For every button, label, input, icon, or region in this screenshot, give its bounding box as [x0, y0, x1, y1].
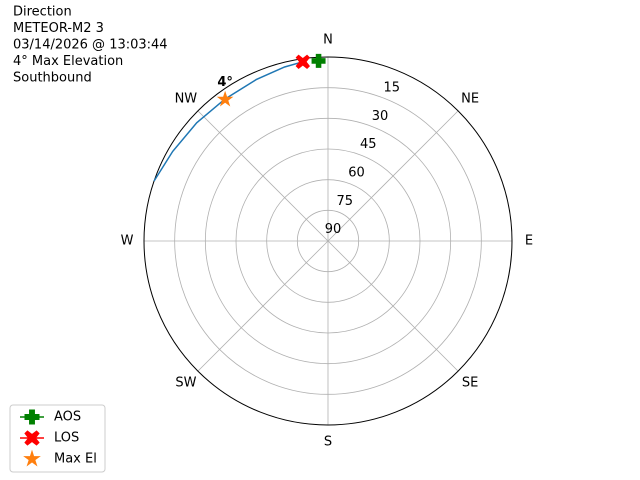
marker — [216, 90, 234, 107]
radial-tick-label: 60 — [348, 165, 365, 180]
title-line: Southbound — [13, 71, 92, 86]
angle-tick-label: NW — [175, 91, 198, 106]
annotation: 4° — [217, 75, 233, 90]
radial-grid-circle — [204, 117, 452, 365]
angle-tick-label: W — [121, 234, 134, 249]
legend-label: AOS — [54, 410, 81, 425]
radial-grid-circle — [174, 87, 482, 395]
radial-grid-circle — [296, 209, 360, 273]
title-line: METEOR-M2 3 — [13, 21, 104, 36]
legend-label: LOS — [54, 431, 79, 446]
marker — [311, 53, 326, 68]
legend-marker — [23, 449, 41, 467]
title-line: Direction — [13, 5, 72, 20]
radial-tick-label: 15 — [383, 80, 400, 95]
angle-tick-label: NE — [461, 91, 479, 106]
radial-grid-circle — [266, 179, 390, 303]
angle-tick-label: SE — [462, 376, 478, 391]
angle-tick-label: SW — [175, 376, 196, 391]
radial-tick-label: 90 — [325, 222, 342, 237]
radial-tick-label: 30 — [372, 109, 389, 124]
radial-tick-label: 75 — [337, 194, 354, 209]
radial-grid-circle — [235, 148, 421, 334]
angle-tick-label: N — [323, 33, 333, 48]
legend: AOS LOS Max El — [9, 404, 106, 473]
legend-marker — [24, 409, 40, 425]
polar-frame — [143, 56, 513, 426]
angle-tick-label: E — [525, 234, 533, 249]
title-line: 4° Max Elevation — [13, 54, 123, 69]
radial-tick-label: 45 — [360, 137, 377, 152]
angle-tick-label: S — [324, 435, 332, 450]
marker — [295, 54, 310, 69]
title-line: 03/14/2026 @ 13:03:44 — [13, 38, 168, 53]
legend-label: Max El — [54, 452, 97, 467]
legend-marker — [24, 430, 40, 446]
